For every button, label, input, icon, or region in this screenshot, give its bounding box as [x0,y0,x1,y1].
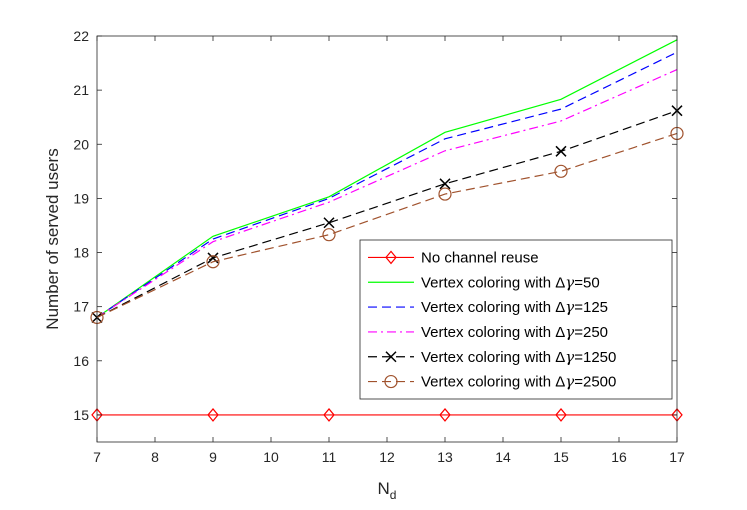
legend-marker-5 [384,374,398,389]
x-tick-label: 12 [379,449,395,465]
legend-item-4: Vertex coloring with Δγ=1250 [368,348,616,366]
x-tick-label: 9 [209,449,217,465]
legend-item-2: Vertex coloring with Δγ=125 [368,298,608,316]
y-tick-label: 20 [73,136,89,152]
series-line-1 [96,39,678,318]
data-point-5-1 [206,255,220,269]
data-point-0-2 [323,407,335,422]
legend: No channel reuse Vertex coloring with Δγ=… [359,239,673,400]
legend-label-5: Vertex coloring with Δγ=2500 [421,373,616,391]
x-tick-label: 10 [263,449,279,465]
legend-item-0: No channel reuse [368,249,539,266]
legend-label-3: Vertex coloring with Δγ=250 [421,323,608,341]
x-tick-label: 11 [322,449,337,465]
x-axis-title: Nd [378,479,397,502]
legend-marker-4 [385,351,397,363]
series-1 [96,39,678,318]
x-tick-label: 7 [93,449,101,465]
y-tick-label: 15 [73,407,89,423]
series-line-5 [96,132,678,319]
data-point-4-4 [555,145,567,157]
data-point-5-2 [322,228,336,242]
series-line-2 [96,51,678,318]
series-2 [96,51,678,318]
y-tick-label: 17 [73,299,89,315]
legend-label-2: Vertex coloring with Δγ=125 [421,298,608,316]
x-tick-label: 15 [553,449,569,465]
legend-label-0: No channel reuse [421,249,539,266]
axes-layer: 7 8 9 10 11 12 13 14 15 16 17 15 16 17 18 19 20 21 22 [73,28,685,465]
y-tick-label: 19 [73,190,89,206]
legend-marker-0 [385,250,397,265]
data-point-0-4 [555,407,567,422]
legend-label-4: Vertex coloring with Δγ=1250 [421,348,616,366]
data-point-4-3 [439,178,451,190]
x-tick-label: 8 [151,449,159,465]
data-point-0-3 [439,407,451,422]
series-line-4 [96,110,678,319]
x-tick-label: 14 [495,449,511,465]
x-tick-label: 16 [611,449,627,465]
data-point-5-3 [438,187,452,201]
legend-box [359,239,673,400]
data-point-0-1 [207,407,219,422]
y-axis-title: Number of served users [43,148,62,329]
series-3 [96,69,678,318]
legend-item-1: Vertex coloring with Δγ=50 [368,273,600,291]
legend-label-1: Vertex coloring with Δγ=50 [421,273,600,291]
x-tick-label: 13 [437,449,453,465]
data-point-4-2 [323,217,335,229]
x-tick-label: 17 [669,449,685,465]
y-tick-label: 21 [73,82,89,98]
y-tick-label: 16 [73,353,89,369]
legend-item-5: Vertex coloring with Δγ=2500 [368,373,616,391]
data-point-5-4 [554,164,568,178]
y-tick-label: 22 [73,28,89,44]
legend-item-3: Vertex coloring with Δγ=250 [368,323,608,341]
y-tick-label: 18 [73,245,89,261]
series-line-3 [96,69,678,318]
